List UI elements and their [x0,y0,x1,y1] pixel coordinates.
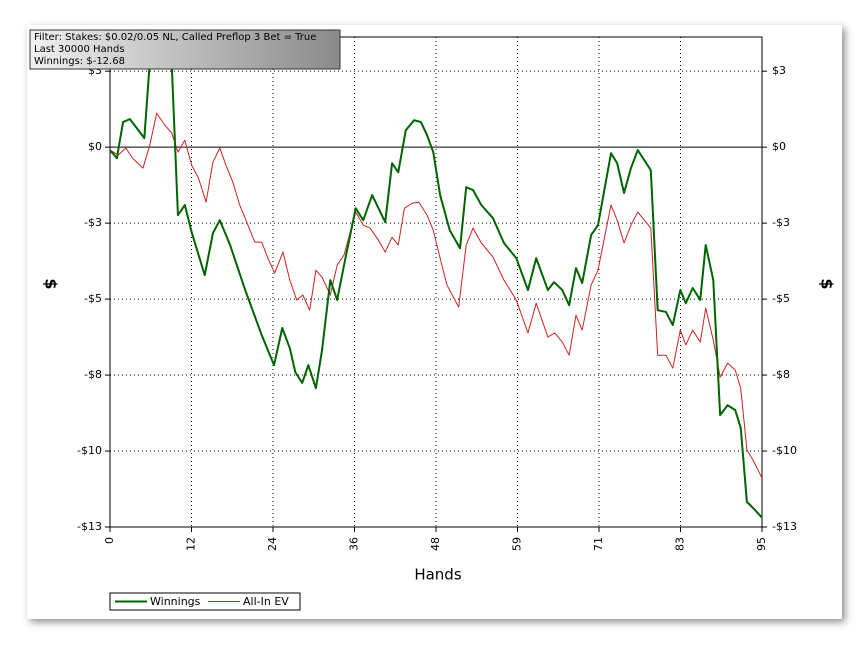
x-axis-label: Hands [414,566,461,584]
x-tick-label: 36 [348,537,361,551]
legend [109,592,301,611]
filter-box [29,29,341,70]
y-tick-label: $0 [88,140,102,153]
y-tick-label: -$5 [772,292,790,305]
y-tick-label: -$8 [84,368,102,381]
x-tick-label: 71 [592,537,605,551]
y-tick-label: $3 [772,64,786,77]
x-tick-label: 59 [511,537,524,551]
series-line [109,44,763,519]
card [27,25,842,619]
y-tick-label: -$10 [772,444,797,457]
y-axis-label: $ [818,278,837,289]
y-tick-label: -$3 [84,216,102,229]
y-tick-label: -$13 [77,520,102,533]
x-tick-label: 24 [266,537,279,551]
y-tick-label: -$10 [77,444,102,457]
legend-label: Winnings [150,595,201,608]
y-tick-label: -$3 [772,216,790,229]
x-tick-label: 0 [103,537,116,544]
series-line [109,112,763,479]
x-tick-label: 12 [185,537,198,551]
filter-text: Filter: Stakes: $0.02/0.05 NL, Called Pr… [34,32,316,43]
subtitle: Last 30000 Hands [34,44,125,55]
summary: Winnings: $-12.68 [34,56,125,67]
x-tick-label: 95 [755,537,768,551]
x-tick-label: 83 [674,537,687,551]
y-axis-label: $ [42,278,61,289]
x-tick-label: 48 [429,537,442,551]
y-tick-label: -$8 [772,368,790,381]
y-tick-label: -$13 [772,520,797,533]
y-tick-label: $0 [772,140,786,153]
legend-label: All-In EV [243,595,289,608]
y-tick-label: -$5 [84,292,102,305]
